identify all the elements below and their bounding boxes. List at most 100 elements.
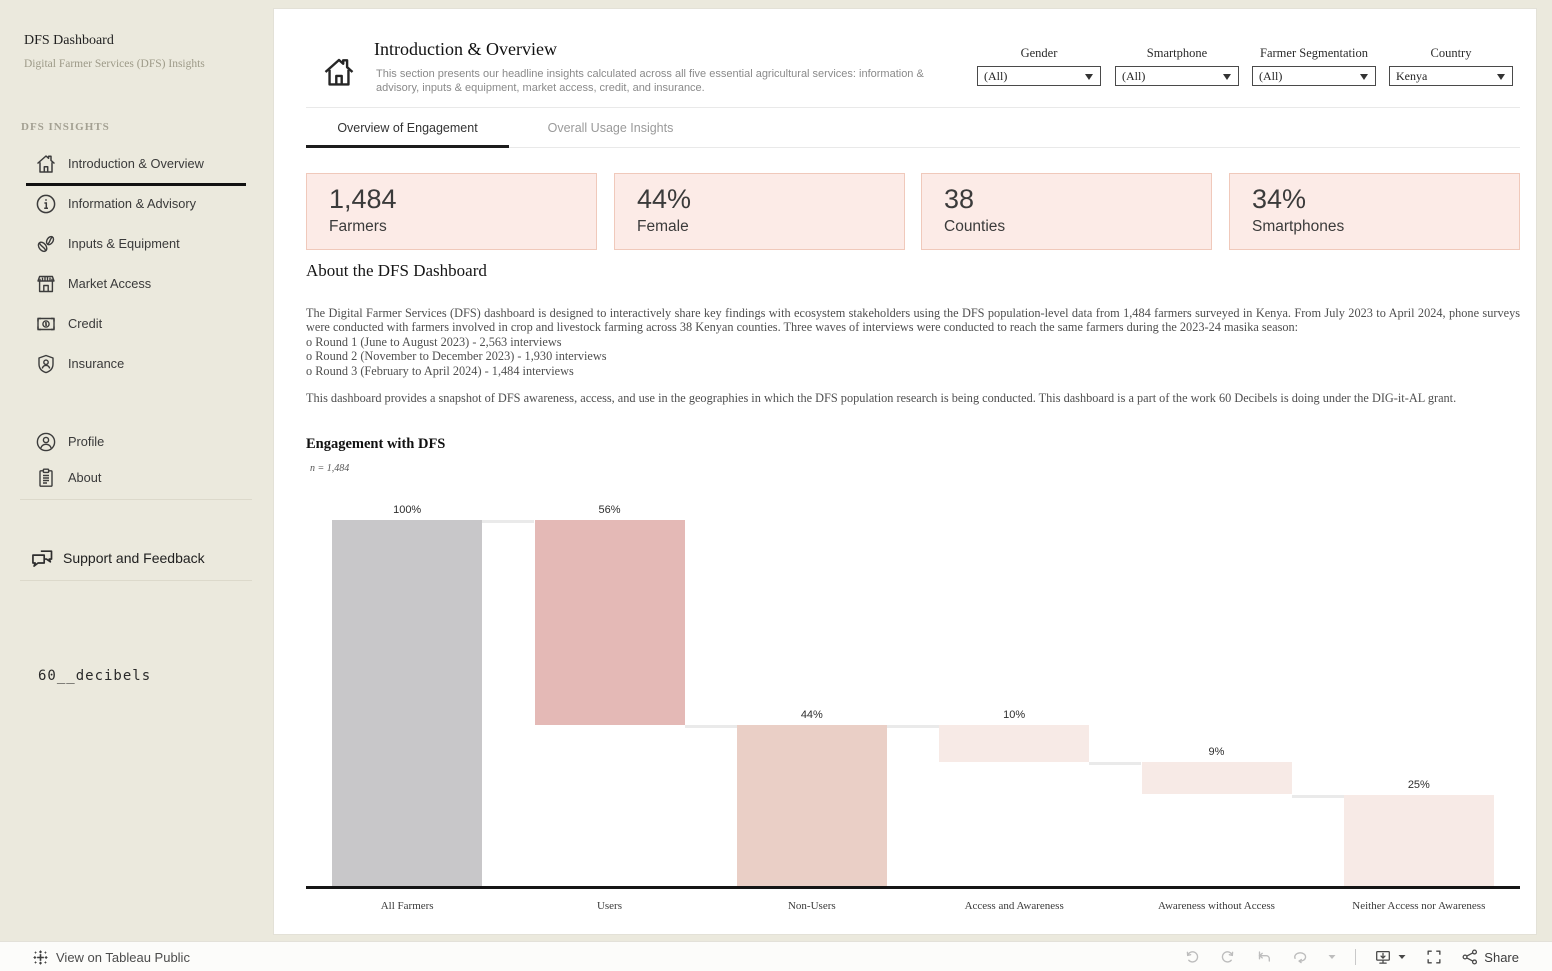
chevron-down-icon — [1085, 74, 1093, 80]
about-paragraph: The Digital Farmer Services (DFS) dashbo… — [306, 306, 1520, 335]
kpi-value: 34% — [1252, 184, 1307, 214]
refresh-menu-caret-icon[interactable] — [1327, 952, 1337, 962]
sidebar-item-credit[interactable]: Credit — [0, 308, 266, 342]
farmer-segmentation-filter-dropdown[interactable]: (All) — [1252, 66, 1376, 86]
chat-bubbles-icon — [29, 545, 56, 572]
tableau-toolbar: View on Tableau Public — [0, 941, 1552, 971]
waterfall-category-label: Awareness without Access — [1158, 900, 1275, 912]
filter-selected-value: Kenya — [1396, 69, 1428, 83]
kpi-label: Farmers — [329, 218, 387, 235]
sidebar-item-label: Insurance — [68, 356, 125, 371]
about-bullet: o Round 1 (June to August 2023) - 2,563 … — [306, 334, 562, 349]
app-subtitle: Digital Farmer Services (DFS) Insights — [24, 58, 205, 70]
tab-overview-of-engagement[interactable]: Overview of Engagement — [337, 121, 478, 135]
filter-gender: Gender (All) — [977, 46, 1101, 86]
waterfall-bar-non-users[interactable] — [736, 724, 887, 886]
waterfall-value-label: 44% — [800, 708, 823, 721]
filter-selected-value: (All) — [1259, 69, 1283, 83]
toolbar-separator — [1355, 949, 1357, 965]
sidebar-item-support-feedback[interactable]: Support and Feedback — [0, 542, 266, 576]
about-bullet: o Round 3 (February to April 2024) - 1,4… — [306, 363, 574, 378]
undo-button[interactable] — [1183, 948, 1201, 966]
sidebar-item-label: About — [68, 470, 102, 485]
sidebar-item-profile[interactable]: Profile — [0, 426, 266, 460]
info-icon — [34, 192, 58, 216]
active-tab-underline — [306, 145, 509, 148]
waterfall-connector — [684, 724, 737, 728]
waterfall-bar-neither-access-nor-awareness[interactable] — [1343, 794, 1494, 886]
share-icon — [1461, 948, 1479, 966]
waterfall-bar-access-and-awareness[interactable] — [939, 724, 1090, 762]
fullscreen-button[interactable] — [1425, 948, 1443, 966]
chart-sample-size-note: n = 1,484 — [310, 463, 350, 474]
waterfall-value-label: 10% — [1003, 708, 1026, 721]
country-filter-dropdown[interactable]: Kenya — [1389, 66, 1513, 86]
sidebar-item-label: Credit — [68, 316, 103, 331]
filter-country: Country Kenya — [1389, 46, 1513, 86]
sidebar-item-about[interactable]: About — [0, 462, 266, 496]
view-on-tableau-public-link[interactable]: View on Tableau Public — [32, 942, 190, 971]
dashboard-panel: Introduction & Overview This section pre… — [273, 8, 1537, 935]
sidebar-item-introduction-overview[interactable]: Introduction & Overview — [0, 148, 266, 182]
waterfall-category-label: Non-Users — [787, 900, 836, 912]
waterfall-bar-all-farmers[interactable] — [332, 520, 483, 886]
sidebar-divider — [20, 580, 252, 581]
filter-label: Country — [1430, 46, 1472, 60]
kpi-value: 44% — [637, 184, 692, 214]
filter-label: Farmer Segmentation — [1260, 46, 1368, 60]
tab-overall-usage-insights[interactable]: Overall Usage Insights — [547, 121, 674, 135]
sidebar: DFS Dashboard Digital Farmer Services (D… — [0, 0, 266, 941]
sidebar-item-market-access[interactable]: Market Access — [0, 268, 266, 302]
kpi-card-female: 44% Female — [614, 173, 905, 250]
waterfall-category-label: Access and Awareness — [964, 900, 1064, 912]
filter-label: Smartphone — [1146, 46, 1208, 60]
sidebar-item-label: Market Access — [68, 276, 152, 291]
share-button[interactable]: Share — [1461, 948, 1519, 966]
waterfall-connector — [1089, 761, 1142, 765]
filter-smartphone: Smartphone (All) — [1115, 46, 1239, 86]
download-menu-caret-icon[interactable] — [1397, 952, 1407, 962]
download-button[interactable] — [1374, 948, 1392, 966]
kpi-value: 38 — [944, 184, 975, 214]
home-icon — [34, 152, 58, 176]
kpi-value: 1,484 — [329, 184, 397, 214]
sixty-decibels-logo: 60__decibels — [38, 668, 152, 684]
home-icon — [321, 54, 357, 90]
sidebar-divider — [20, 499, 252, 500]
sidebar-item-label: Inputs & Equipment — [68, 236, 180, 251]
view-on-tableau-public-label: View on Tableau Public — [56, 949, 190, 965]
sidebar-active-indicator — [26, 183, 246, 186]
waterfall-connector — [886, 724, 940, 728]
sidebar-item-label: Support and Feedback — [63, 550, 205, 566]
kpi-label: Counties — [944, 218, 1006, 235]
user-icon — [34, 430, 58, 454]
tabs-divider — [306, 147, 1520, 148]
page-title: Introduction & Overview — [374, 39, 557, 59]
revert-button[interactable] — [1255, 948, 1273, 966]
kpi-label: Smartphones — [1252, 218, 1345, 235]
seeds-icon — [34, 232, 58, 256]
about-heading: About the DFS Dashboard — [306, 261, 487, 280]
chevron-down-icon — [1223, 74, 1231, 80]
waterfall-bar-awareness-without-access[interactable] — [1141, 761, 1292, 795]
redo-button[interactable] — [1219, 948, 1237, 966]
sidebar-section-label: DFS INSIGHTS — [21, 121, 110, 133]
waterfall-bar-users[interactable] — [534, 520, 685, 725]
sidebar-item-information-advisory[interactable]: Information & Advisory — [0, 188, 266, 222]
waterfall-category-label: Users — [596, 900, 623, 912]
chart-x-axis — [306, 886, 1520, 889]
engagement-waterfall-chart: 100% All Farmers 56% Users 44% Non-Users 10% Ac… — [306, 504, 1520, 919]
sidebar-item-inputs-equipment[interactable]: Inputs & Equipment — [0, 228, 266, 262]
banknote-icon — [34, 312, 58, 336]
shield-user-icon — [34, 352, 58, 376]
tableau-logo-icon — [32, 949, 49, 966]
gender-filter-dropdown[interactable]: (All) — [977, 66, 1101, 86]
smartphone-filter-dropdown[interactable]: (All) — [1115, 66, 1239, 86]
sidebar-item-insurance[interactable]: Insurance — [0, 348, 266, 382]
refresh-button[interactable] — [1291, 948, 1309, 966]
app-title: DFS Dashboard — [24, 33, 114, 48]
filter-farmer-segmentation: Farmer Segmentation (All) — [1252, 46, 1376, 86]
kpi-card-farmers: 1,484 Farmers — [306, 173, 597, 250]
clipboard-icon — [34, 466, 58, 490]
chevron-down-icon — [1497, 74, 1505, 80]
